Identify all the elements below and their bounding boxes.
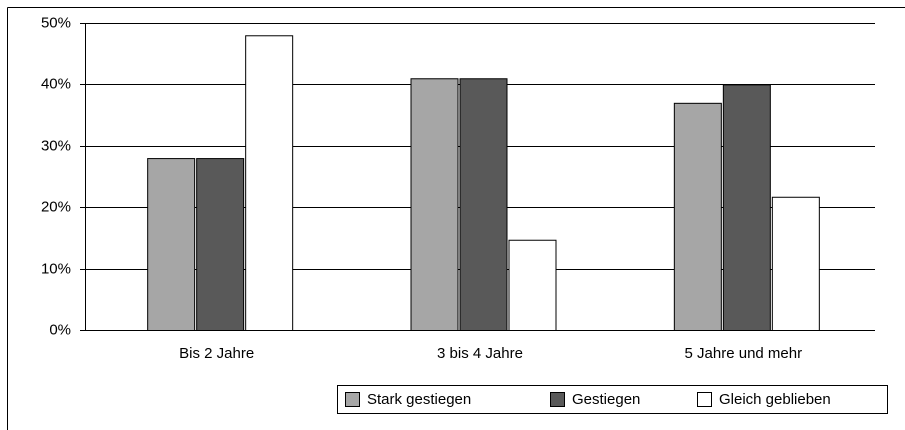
bar — [196, 158, 245, 331]
y-tick-label: 10% — [41, 260, 71, 277]
bar — [771, 196, 820, 331]
bar — [410, 78, 459, 332]
legend-swatch — [345, 392, 360, 407]
bar — [147, 158, 196, 331]
legend-label: Gleich geblieben — [719, 391, 831, 408]
legend-label: Gestiegen — [572, 391, 640, 408]
bar — [459, 78, 508, 332]
x-tick-label: 5 Jahre und mehr — [685, 345, 803, 362]
legend-label: Stark gestiegen — [367, 391, 471, 408]
legend-box — [337, 385, 888, 414]
bar — [673, 102, 722, 331]
y-tick-label: 0% — [49, 321, 71, 338]
bar — [245, 35, 294, 331]
legend-swatch — [550, 392, 565, 407]
legend-swatch — [697, 392, 712, 407]
y-tick-label: 30% — [41, 137, 71, 154]
y-tick-label: 50% — [41, 14, 71, 31]
x-tick-label: Bis 2 Jahre — [179, 345, 254, 362]
x-tick-label: 3 bis 4 Jahre — [437, 345, 523, 362]
bar — [508, 239, 557, 332]
y-tick-label: 40% — [41, 75, 71, 92]
y-tick-label: 20% — [41, 198, 71, 215]
bar — [722, 84, 771, 332]
